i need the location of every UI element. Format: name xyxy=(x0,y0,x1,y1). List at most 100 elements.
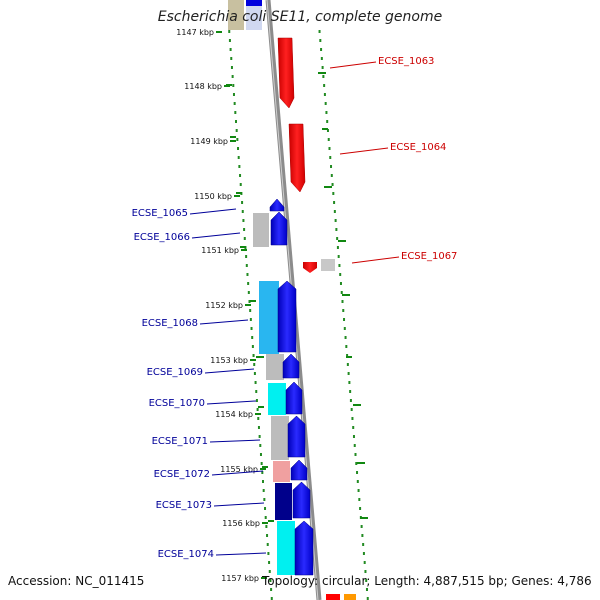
gc-dot xyxy=(320,57,323,60)
gc-dot xyxy=(319,39,322,42)
scale-label: 1151 kbp xyxy=(201,246,239,255)
gc-dot xyxy=(338,264,341,267)
gc-dot xyxy=(340,291,343,294)
gc-bar xyxy=(342,294,350,296)
gc-dot xyxy=(241,201,244,204)
gc-dot xyxy=(321,66,324,69)
gc-dot xyxy=(324,102,327,105)
gc-dot xyxy=(266,543,269,546)
scale-label: 1153 kbp xyxy=(210,356,248,365)
gc-dot xyxy=(328,147,331,150)
gc-dot xyxy=(235,129,238,132)
gc-dot xyxy=(231,75,234,78)
gc-dot xyxy=(349,390,352,393)
gc-dot xyxy=(346,354,349,357)
gc-dot xyxy=(362,552,365,555)
gene-ecse-1068 xyxy=(277,280,297,353)
gc-dot xyxy=(326,129,329,132)
gc-dot xyxy=(341,300,344,303)
gc-dot xyxy=(365,588,368,591)
gene-label-ecse-1067: ECSE_1067 xyxy=(401,251,457,262)
gc-dot xyxy=(270,597,273,600)
gene-track xyxy=(246,0,340,600)
gc-dot xyxy=(332,192,335,195)
gc-dot xyxy=(236,138,239,141)
gc-bar xyxy=(338,240,346,242)
gene-ecse-1071 xyxy=(287,415,306,458)
gc-dot xyxy=(257,417,260,420)
gc-dot xyxy=(356,471,359,474)
cog-ecse-1067 xyxy=(321,259,335,271)
leader-line-ecse-1070 xyxy=(206,400,257,405)
gene-label-ecse-1070: ECSE_1070 xyxy=(149,398,205,409)
gc-dot xyxy=(268,570,271,573)
gc-dot xyxy=(230,57,233,60)
gc-dot xyxy=(230,66,233,69)
gc-dot xyxy=(260,462,263,465)
labels: 1147 kbp 1148 kbp 1149 kbp 1150 kbp 1151 kbp… xyxy=(132,28,458,583)
gc-dot xyxy=(353,444,356,447)
gc-bar xyxy=(258,406,264,408)
gc-dot xyxy=(250,327,253,330)
gene-label-ecse-1066: ECSE_1066 xyxy=(134,232,190,243)
cog-ecse-1074 xyxy=(277,521,295,575)
gc-dot xyxy=(245,264,248,267)
gc-dot xyxy=(351,417,354,420)
gc-dot xyxy=(354,453,357,456)
gc-dot xyxy=(337,255,340,258)
gc-dot xyxy=(329,156,332,159)
gc-dot xyxy=(246,273,249,276)
gc-dot xyxy=(362,543,365,546)
gc-dot xyxy=(346,363,349,366)
gc-bar xyxy=(250,300,256,302)
leader-line-ecse-1067 xyxy=(351,256,400,264)
gc-dot xyxy=(255,390,258,393)
gc-dot xyxy=(259,453,262,456)
gc-dot xyxy=(359,507,362,510)
gc-dot xyxy=(232,84,235,87)
gc-dot xyxy=(235,120,237,123)
gc-dot xyxy=(249,309,252,312)
gc-dot xyxy=(269,579,272,582)
leader-line-ecse-1064 xyxy=(339,147,389,155)
gc-dot xyxy=(264,516,267,519)
gene-label-ecse-1068: ECSE_1068 xyxy=(142,318,198,329)
gene-label-ecse-1073: ECSE_1073 xyxy=(156,500,212,511)
gc-dot xyxy=(247,282,250,285)
gc-dot xyxy=(228,39,231,42)
gc-dot xyxy=(258,435,261,438)
cog-ecse-1068 xyxy=(259,281,279,354)
gc-dot xyxy=(348,381,351,384)
gc-dot xyxy=(360,525,363,528)
gc-bar xyxy=(357,462,365,464)
top-gene-shadow xyxy=(246,6,262,30)
cog-ecse-1066 xyxy=(253,213,269,247)
gc-dot xyxy=(241,210,244,213)
gc-bar xyxy=(360,517,368,519)
gc-dot xyxy=(335,228,338,231)
gc-dot xyxy=(364,570,367,573)
top-cog-block xyxy=(228,0,244,30)
scale-label: 1148 kbp xyxy=(184,82,222,91)
gc-dot xyxy=(239,183,242,186)
gc-dot xyxy=(264,507,267,510)
accession-text: Accession: NC_011415 xyxy=(8,574,145,588)
map-title: Escherichia coli SE11, complete genome xyxy=(157,9,443,25)
gc-dot xyxy=(343,327,346,330)
gene-ecse-1067 xyxy=(303,262,317,273)
gene-ecse-1065 xyxy=(269,198,285,212)
gc-dot xyxy=(242,219,245,222)
gc-dot xyxy=(253,372,256,375)
scale-label: 1149 kbp xyxy=(190,137,228,146)
gc-dot xyxy=(330,174,333,177)
gc-dot xyxy=(228,30,231,33)
gene-label-ecse-1071: ECSE_1071 xyxy=(152,436,208,447)
leader-line-ecse-1072 xyxy=(211,470,264,476)
gc-dot xyxy=(331,183,334,186)
gc-dot xyxy=(327,138,330,141)
bottom-cog-block xyxy=(344,594,356,600)
bottom-gene-block xyxy=(326,594,340,600)
gc-dot xyxy=(318,30,321,33)
gene-ecse-1063 xyxy=(277,37,295,109)
